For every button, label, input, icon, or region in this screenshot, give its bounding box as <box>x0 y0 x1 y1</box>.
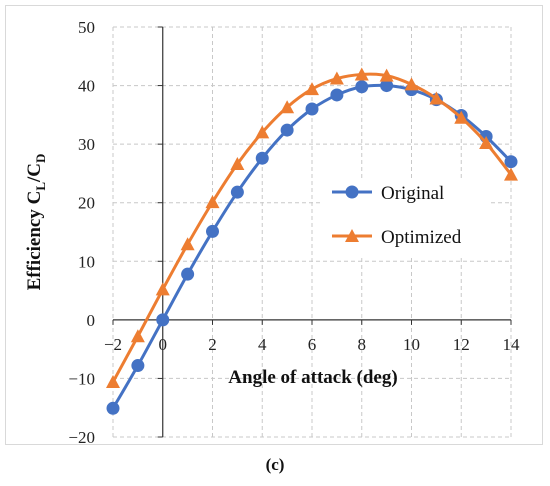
legend: Original Optimized <box>323 181 489 257</box>
x-tick-label: 12 <box>453 335 470 354</box>
legend-label-optimized: Optimized <box>381 227 462 248</box>
series-group <box>106 67 518 415</box>
y-tick-label: 20 <box>78 194 95 213</box>
legend-marker-optimized <box>345 229 359 242</box>
data-point-optimized <box>280 100 295 114</box>
y-axis-title: Efficiency CL/CD <box>24 154 48 291</box>
data-point-optimized <box>155 282 170 296</box>
y-axis-title-sub-d: D <box>33 154 48 163</box>
y-tick-label: 30 <box>78 135 95 154</box>
data-point-original <box>305 102 319 116</box>
data-point-optimized <box>205 195 220 209</box>
x-tick-label: 10 <box>403 335 420 354</box>
x-axis-title: Angle of attack (deg) <box>228 367 397 388</box>
data-point-optimized <box>230 157 245 171</box>
data-point-optimized <box>106 374 120 388</box>
data-point-optimized <box>454 110 469 124</box>
data-point-original <box>181 267 195 281</box>
y-tick-label: −20 <box>68 428 95 447</box>
x-tick-label: 6 <box>308 335 317 354</box>
x-tick-label: −2 <box>104 335 122 354</box>
y-tick-label: 10 <box>78 252 95 271</box>
y-tick-label: 50 <box>78 18 95 37</box>
y-tick-label: 40 <box>78 77 95 96</box>
legend-label-original: Original <box>381 183 444 204</box>
data-point-optimized <box>180 237 195 251</box>
data-point-original <box>330 88 344 102</box>
data-point-original <box>280 123 294 137</box>
y-tick-label: 0 <box>87 311 96 330</box>
x-tick-label: 14 <box>503 335 521 354</box>
data-point-original <box>156 313 170 327</box>
data-point-optimized <box>354 67 369 81</box>
legend-marker-original <box>345 185 359 199</box>
y-axis-title-sub-l: L <box>33 182 48 191</box>
y-axis-title-mid: /C <box>24 163 45 183</box>
y-axis-title-main: Efficiency C <box>24 191 45 291</box>
data-point-optimized <box>479 135 494 149</box>
x-tick-label: 2 <box>208 335 217 354</box>
data-point-optimized <box>255 125 270 139</box>
x-tick-label: 4 <box>258 335 267 354</box>
data-point-optimized <box>404 77 419 91</box>
series-optimized <box>106 67 518 388</box>
data-point-optimized <box>504 167 518 181</box>
data-point-optimized <box>130 329 145 343</box>
data-point-original <box>380 79 394 93</box>
data-point-original <box>255 151 269 165</box>
data-point-optimized <box>305 82 319 96</box>
data-point-original <box>355 80 369 94</box>
data-point-original <box>230 185 244 199</box>
data-point-original <box>206 224 219 238</box>
data-point-optimized <box>429 91 444 105</box>
data-point-optimized <box>379 68 394 82</box>
y-tick-label: −10 <box>68 369 95 388</box>
data-point-original <box>106 401 120 415</box>
x-tick-label: 8 <box>358 335 367 354</box>
x-tick-label: 0 <box>159 335 168 354</box>
legend-item-optimized: Optimized <box>332 227 462 248</box>
data-point-optimized <box>329 71 344 85</box>
legend-item-original: Original <box>332 183 444 204</box>
data-point-original <box>504 155 518 169</box>
panel-label: (c) <box>265 455 285 474</box>
data-point-original <box>131 359 145 373</box>
